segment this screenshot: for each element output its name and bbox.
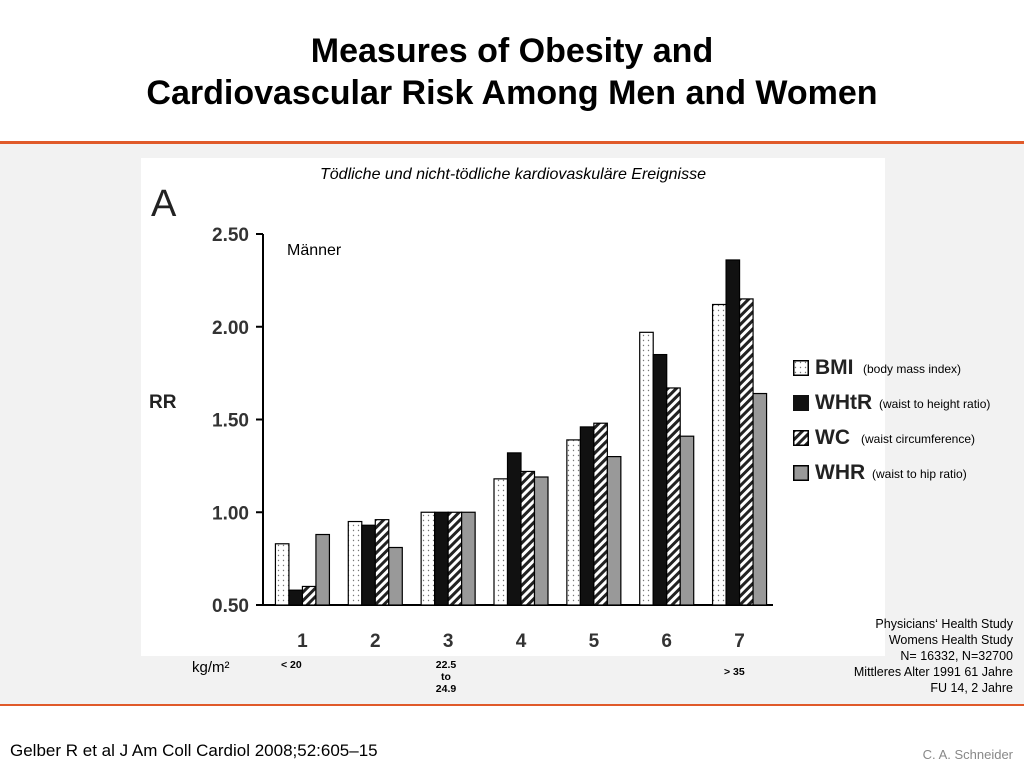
y-axis-label: RR [149, 392, 177, 413]
bar-bmi-7 [711, 303, 727, 606]
y-tick-label: 2.50 [212, 225, 249, 246]
bar-whr-3 [461, 511, 476, 606]
x-tick-label: 2 [370, 631, 381, 652]
x-tick-label: 4 [516, 631, 527, 652]
bmi-swatch [793, 360, 809, 376]
legend-desc-whr: (waist to hip ratio) [872, 467, 967, 481]
x-tick-label: 7 [734, 631, 745, 652]
bar-bmi-2 [347, 520, 363, 606]
bar-whr-4 [533, 476, 549, 606]
bar-wc-4 [520, 470, 536, 606]
footer-divider [0, 704, 1024, 706]
bar-whtr-6 [652, 353, 668, 606]
bar-bmi-4 [493, 478, 509, 606]
bar-whr-2 [388, 546, 403, 606]
study-line-2: Womens Health Study [888, 633, 1013, 647]
unit-label: kg/m² [192, 659, 230, 676]
citation: Gelber R et al J Am Coll Cardiol 2008;52… [10, 741, 378, 760]
bar-chart: A Männer RR 0.50 1.00 1.50 2.00 2.50 1 2 3 4 5 6 7 [149, 183, 773, 652]
bin-label-mid-1: 22.5 [435, 659, 457, 671]
legend-name-wc: WC [815, 426, 850, 449]
bin-label-mid-3: 24.9 [435, 683, 457, 695]
x-tick-label: 3 [443, 631, 454, 652]
study-line-1: Physicians‘ Health Study [875, 617, 1013, 631]
legend-name-bmi: BMI [815, 356, 854, 379]
bar-whr-1 [315, 533, 331, 606]
study-info: Physicians‘ Health Study Womens Health S… [854, 616, 1013, 696]
bar-wc-7 [738, 298, 754, 606]
bar-whtr-1 [288, 589, 304, 606]
legend-desc-whtr: (waist to height ratio) [879, 397, 991, 411]
bar-bmi-3 [420, 511, 436, 606]
bar-whr-7 [752, 392, 768, 606]
author: C. A. Schneider [922, 747, 1013, 762]
group-label: Männer [287, 242, 342, 259]
whr-swatch [793, 465, 809, 481]
bar-wc-1 [301, 585, 317, 606]
x-tick-label: 1 [297, 631, 308, 652]
y-tick-label: 2.00 [212, 318, 249, 339]
bin-label-mid: 22.5 to 24.9 [426, 659, 466, 695]
legend-desc-bmi: (body mass index) [863, 362, 962, 376]
bar-whtr-7 [725, 259, 741, 606]
bar-bmi-1 [274, 543, 290, 606]
y-tick-label: 0.50 [212, 596, 249, 617]
legend-desc-wc: (waist circumference) [861, 432, 976, 446]
x-tick-label: 5 [589, 631, 600, 652]
whtr-swatch [793, 395, 809, 411]
bar-whr-6 [679, 435, 695, 606]
bin-label-low: < 20 [281, 659, 302, 671]
wc-swatch [793, 430, 809, 446]
bar-bmi-5 [566, 439, 581, 606]
study-line-5: FU 14, 2 Jahre [930, 681, 1013, 695]
x-tick-label: 6 [661, 631, 672, 652]
title-divider [0, 141, 1024, 144]
bar-whtr-2 [361, 524, 376, 606]
y-ticks: 0.50 1.00 1.50 2.00 2.50 [212, 225, 263, 617]
bar-whtr-5 [579, 426, 595, 606]
bar-wc-2 [374, 519, 390, 606]
bar-whtr-3 [434, 511, 449, 606]
bin-label-high: > 35 [724, 666, 745, 678]
study-line-4: Mittleres Alter 1991 61 Jahre [853, 665, 1013, 679]
bar-wc-6 [666, 387, 681, 606]
bar-bmi-6 [639, 331, 654, 606]
legend-name-whtr: WHtR [815, 391, 873, 414]
chart-title: Tödliche und nicht-tödliche kardiovaskul… [320, 166, 706, 183]
slide-title: Measures of Obesity and Cardiovascular R… [0, 30, 1024, 114]
bars [274, 259, 768, 606]
bar-whr-5 [606, 456, 622, 606]
study-line-3: N= 16332, N=32700 [900, 649, 1013, 663]
legend-name-whr: WHR [815, 461, 866, 484]
y-tick-label: 1.00 [212, 503, 249, 524]
x-ticks: 1 2 3 4 5 6 7 [297, 631, 745, 652]
title-line-1: Measures of Obesity and [310, 32, 714, 70]
bar-whtr-4 [506, 452, 522, 606]
bar-wc-3 [447, 511, 463, 606]
bin-label-mid-2: to [441, 671, 451, 683]
title-line-2: Cardiovascular Risk Among Men and Women [146, 74, 878, 112]
bar-wc-5 [593, 422, 608, 606]
y-tick-label: 1.50 [212, 411, 249, 432]
panel-label: A [151, 183, 177, 225]
